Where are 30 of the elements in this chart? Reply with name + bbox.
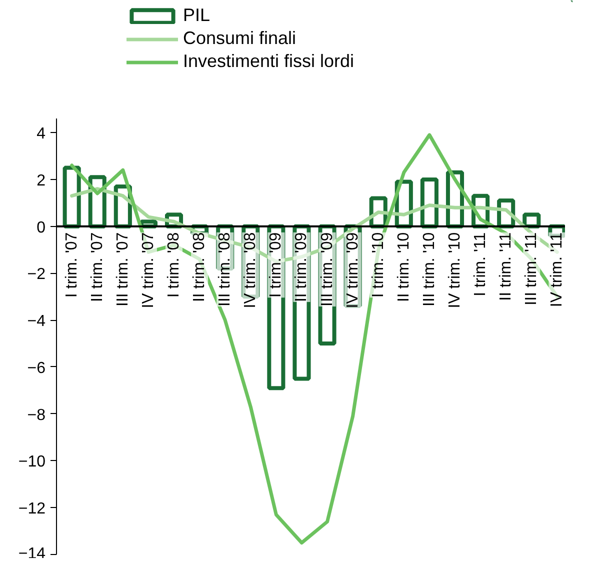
y-tick-label: 0 <box>36 219 46 236</box>
x-tick-label: III trim. '07 <box>114 232 132 307</box>
y-tick-label: −8 <box>27 406 46 424</box>
x-tick-label: III trim. '09 <box>318 232 336 307</box>
x-tick-label: III trim. '11 <box>523 232 540 306</box>
x-tick-label: I trim. '10 <box>370 232 387 298</box>
y-tick-label: −2 <box>27 266 46 284</box>
y-tick-label: −10 <box>18 454 46 471</box>
x-tick-label: III trim. '10 <box>420 232 438 307</box>
x-tick-label: IV trim. '10 <box>446 232 464 308</box>
x-tick-label: IV trim. '07 <box>140 232 157 308</box>
x-tick-label: II trim. '09 <box>293 232 310 302</box>
x-tick-label: IV trim. '11 <box>548 232 566 308</box>
x-tick-label: I trim. '08 <box>166 232 183 298</box>
x-tick-label: IV trim. '09 <box>344 232 362 308</box>
x-tick-label: II trim. '08 <box>191 232 208 302</box>
y-tick-label: 4 <box>36 126 46 143</box>
x-tick-label: I trim. '09 <box>268 232 285 298</box>
x-tick-label: II trim. '11 <box>498 232 515 301</box>
legend-label: Investimenti fissi lordi <box>183 51 354 72</box>
x-tick-label: I trim. '11 <box>472 232 490 296</box>
x-tick-label: I trim. '07 <box>63 232 80 298</box>
x-tick-label: II trim. '07 <box>88 232 106 302</box>
x-tick-label: II trim. '10 <box>395 232 412 302</box>
legend-label: PIL <box>183 5 210 26</box>
y-tick-label: −4 <box>27 313 46 330</box>
y-tick-label: −6 <box>27 360 46 377</box>
y-tick-label: 2 <box>36 172 46 190</box>
legend-label: Consumi finali <box>183 28 296 49</box>
y-tick-label: −12 <box>18 500 46 518</box>
